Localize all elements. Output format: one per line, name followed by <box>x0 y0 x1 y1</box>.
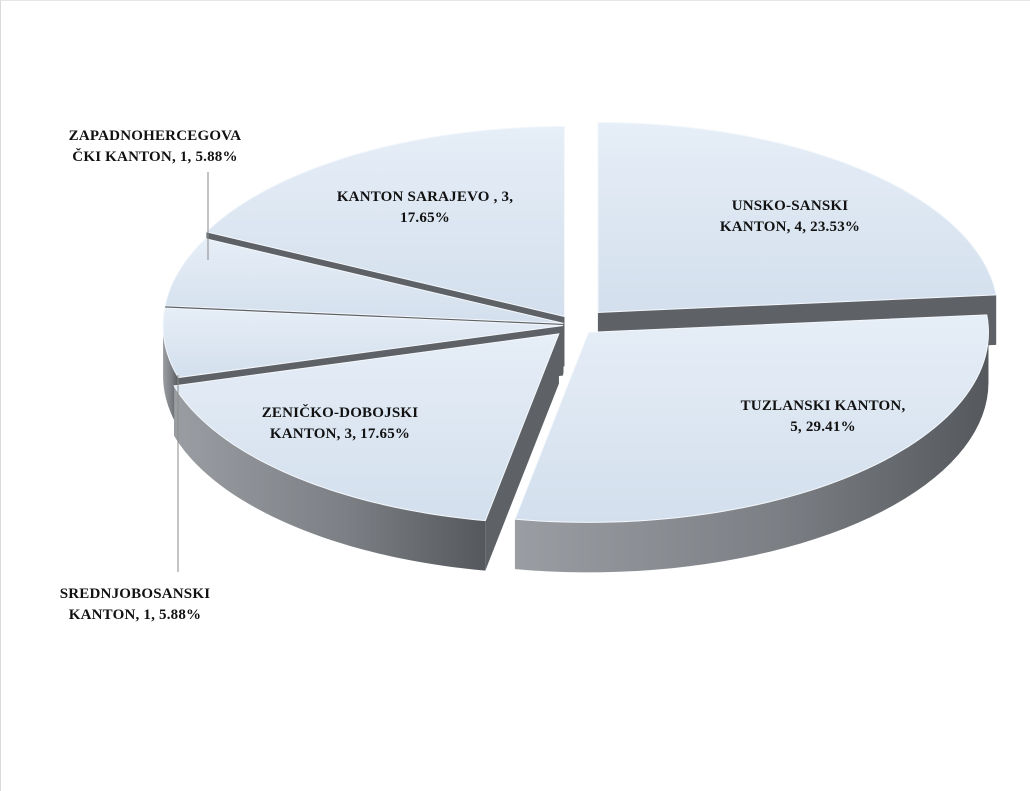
labels-layer: UNSKO-SANSKI KANTON, 4, 23.53% TUZLANSKI K… <box>60 128 906 623</box>
slice-rim <box>514 332 989 573</box>
slice-top-zapadnohercegova-ki-kanton <box>164 238 564 324</box>
slice-tuzlanski-kanton <box>514 314 989 573</box>
data-label-srednjobosanski-kanton: SREDNJOBOSANSKI KANTON, 1, 5.88% <box>60 586 211 623</box>
slice-top-srednjobosanski-kanton <box>162 307 564 379</box>
data-label-kanton-sarajevo: KANTON SARAJEVO , 3, 17.65% <box>337 189 513 226</box>
slice-zeni-ko-dobojski-kanton <box>173 333 560 571</box>
slice-wall <box>485 333 559 571</box>
data-label-tuzlanski-kanton: TUZLANSKI KANTON, 5, 29.41% <box>741 398 906 435</box>
leader-lines <box>177 172 209 572</box>
slice-top-zeni-ko-dobojski-kanton <box>173 333 560 522</box>
slices-layer <box>162 121 997 573</box>
slice-rim <box>174 385 486 571</box>
slice-top-tuzlanski-kanton <box>514 314 989 523</box>
data-label-zeni-ko-dobojski-kanton: ZENIČKO-DOBOJSKI KANTON, 3, 17.65% <box>262 404 419 442</box>
slice-top-unsko-sanski-kanton <box>597 121 997 313</box>
slice-top-kanton-sarajevo <box>205 125 565 318</box>
data-label-zapadnohercegova-ki-kanton: ZAPADNOHERCEGOVA ČKI KANTON, 1, 5.88% <box>69 128 242 165</box>
data-label-unsko-sanski-kanton: UNSKO-SANSKI KANTON, 4, 23.53% <box>720 198 860 235</box>
